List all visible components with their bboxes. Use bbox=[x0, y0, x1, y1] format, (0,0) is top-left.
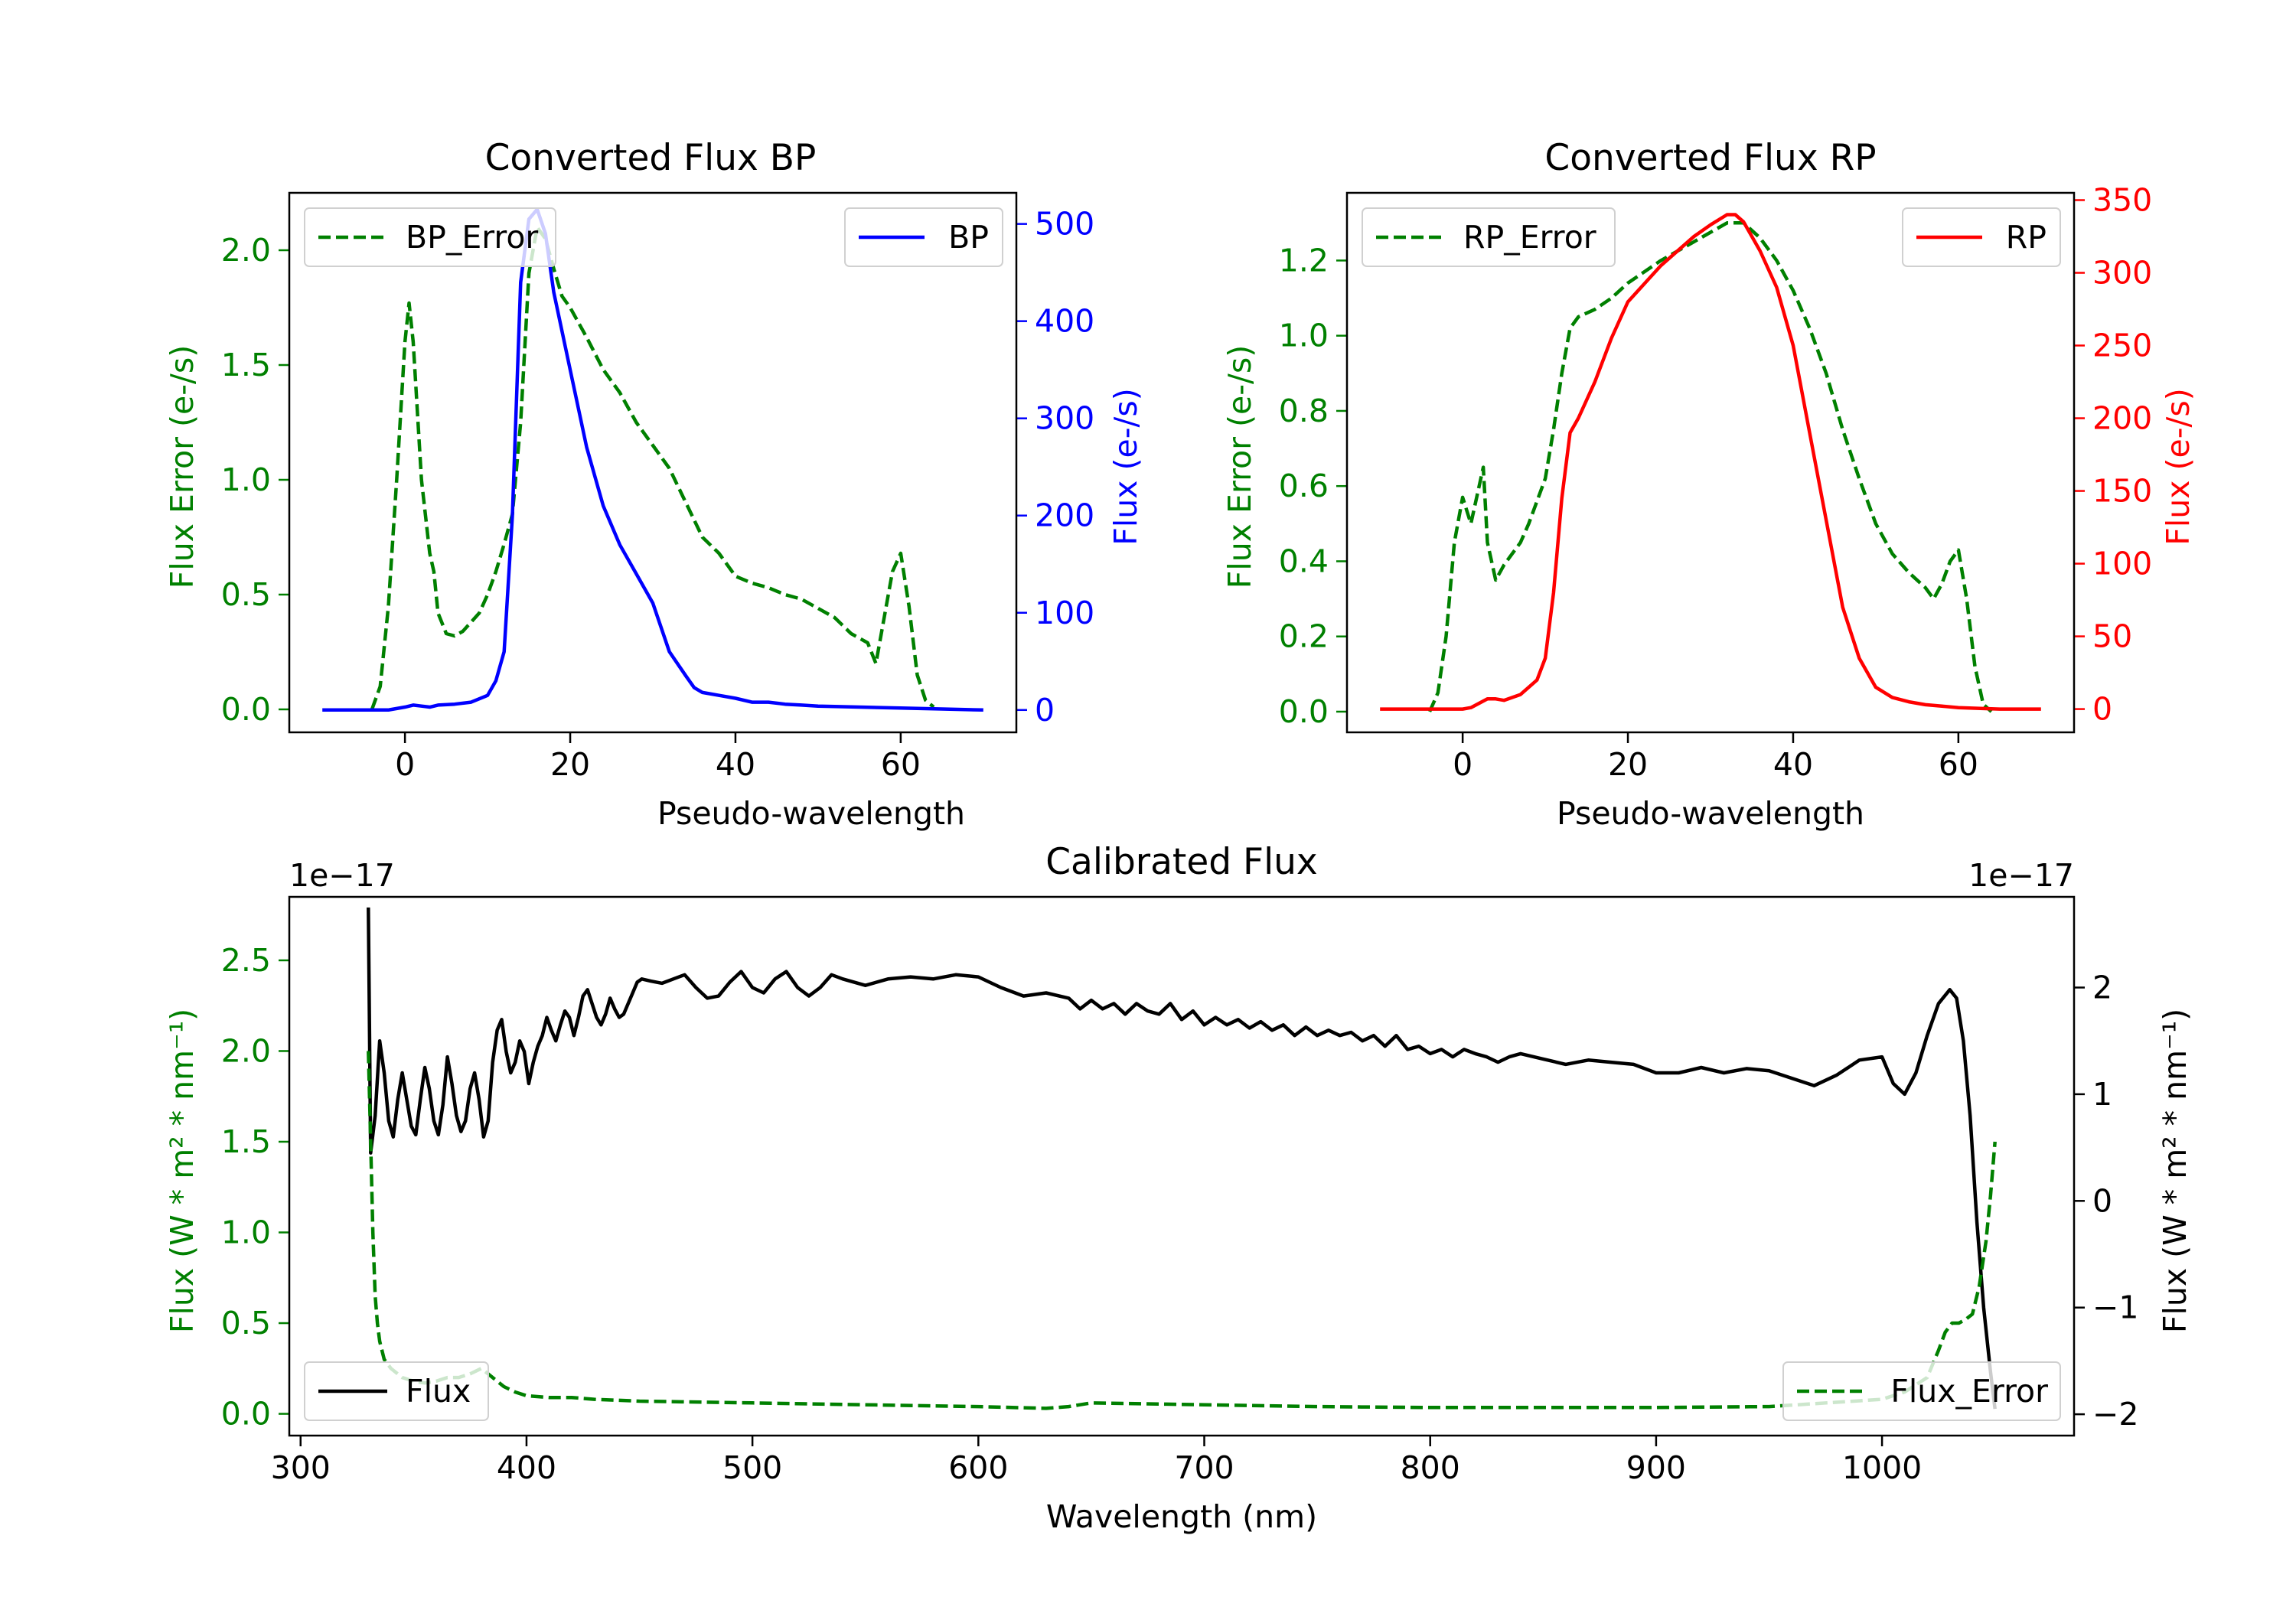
calibrated-panel: Calibrated Flux Wavelength (nm) 1e−17 1e… bbox=[164, 841, 2193, 1535]
left-y-axis-label: Flux Error (e-/s) bbox=[1221, 345, 1258, 588]
x-axis-label: Wavelength (nm) bbox=[1046, 1498, 1317, 1535]
right-y-tick-label: 50 bbox=[2092, 618, 2132, 655]
right-y-tick-label: 300 bbox=[1035, 400, 1094, 437]
legend-box bbox=[304, 207, 556, 267]
left-y-tick-label: 1.0 bbox=[221, 1214, 271, 1251]
left-y-tick-label: 0.8 bbox=[1279, 393, 1329, 429]
right-y-tick-label: 100 bbox=[1035, 595, 1094, 631]
right-y-tick-label: 400 bbox=[1035, 303, 1094, 340]
left-y-tick-label: 2.5 bbox=[221, 942, 271, 979]
x-tick-label: 40 bbox=[716, 746, 755, 783]
left-y-tick-label: 1.5 bbox=[221, 347, 271, 383]
x-tick-label: 60 bbox=[1939, 746, 1978, 783]
panel-title: Calibrated Flux bbox=[1045, 841, 1318, 883]
right-y-tick-label: 1 bbox=[2092, 1076, 2112, 1113]
right-y-tick-label: 350 bbox=[2092, 182, 2152, 219]
series-line-rp-error bbox=[1427, 221, 1993, 713]
right-y-tick-label: 0 bbox=[2092, 1182, 2112, 1219]
left-y-tick-label: 2.0 bbox=[221, 232, 271, 269]
right-y-tick-label: 200 bbox=[2092, 400, 2152, 437]
plot-frame bbox=[288, 191, 1018, 734]
left-y-tick-label: 1.5 bbox=[221, 1123, 271, 1160]
legend-left: BP_Error bbox=[304, 207, 556, 267]
left-y-tick-label: 0.0 bbox=[221, 691, 271, 728]
plot-frame bbox=[288, 895, 2076, 1437]
left-y-tick-label: 0.2 bbox=[1279, 618, 1329, 655]
x-tick-label: 300 bbox=[271, 1449, 331, 1486]
legend-box bbox=[1362, 207, 1616, 267]
x-axis-label: Pseudo-wavelength bbox=[657, 795, 965, 832]
left-y-tick-label: 0.0 bbox=[1279, 693, 1329, 730]
right-y-tick-label: −1 bbox=[2092, 1289, 2138, 1326]
legend-right: Flux_Error bbox=[1782, 1361, 2061, 1421]
x-tick-label: 500 bbox=[722, 1449, 782, 1486]
left-y-tick-label: 0.5 bbox=[221, 576, 271, 613]
legend-left: Flux bbox=[304, 1361, 489, 1421]
legend-label-flux-error: Flux_Error bbox=[1890, 1373, 2048, 1410]
right-offset-label: 1e−17 bbox=[1968, 857, 2074, 894]
x-tick-label: 0 bbox=[395, 746, 415, 783]
right-y-tick-label: 2 bbox=[2092, 969, 2112, 1006]
left-y-tick-label: 1.0 bbox=[1279, 318, 1329, 354]
right-y-axis-label: Flux (e-/s) bbox=[1107, 388, 1144, 545]
legend-left: RP_Error bbox=[1362, 207, 1616, 267]
left-y-tick-label: 0.0 bbox=[221, 1396, 271, 1433]
panel-title: Converted Flux RP bbox=[1544, 137, 1876, 179]
left-y-tick-label: 0.4 bbox=[1279, 543, 1329, 579]
legend-label-rp: RP bbox=[2006, 219, 2047, 256]
x-tick-label: 20 bbox=[550, 746, 590, 783]
right-y-axis-label: Flux (W * m² * nm⁻¹) bbox=[2157, 1009, 2193, 1333]
right-y-axis-label: Flux (e-/s) bbox=[2160, 388, 2197, 545]
left-y-tick-label: 2.0 bbox=[221, 1032, 271, 1069]
series-line-bp-error bbox=[370, 225, 935, 710]
left-y-tick-label: 0.5 bbox=[221, 1305, 271, 1341]
x-tick-label: 1000 bbox=[1842, 1449, 1922, 1486]
plot-frame bbox=[1345, 191, 2076, 734]
x-tick-label: 40 bbox=[1773, 746, 1813, 783]
legend-label-bp-error: BP_Error bbox=[406, 219, 538, 256]
series-line-bp bbox=[322, 207, 983, 712]
right-y-tick-label: 200 bbox=[1035, 497, 1094, 534]
right-y-tick-label: 100 bbox=[2092, 546, 2152, 582]
right-y-tick-label: 0 bbox=[1035, 692, 1055, 729]
legend-right: BP bbox=[844, 207, 1003, 267]
right-y-tick-label: 150 bbox=[2092, 473, 2152, 510]
right-y-tick-label: 250 bbox=[2092, 328, 2152, 364]
left-y-axis-label: Flux Error (e-/s) bbox=[164, 345, 201, 588]
legend-box bbox=[1782, 1361, 2061, 1421]
panel-title: Converted Flux BP bbox=[485, 137, 817, 179]
x-tick-label: 0 bbox=[1453, 746, 1473, 783]
x-tick-label: 800 bbox=[1401, 1449, 1460, 1486]
legend-box bbox=[304, 1361, 489, 1421]
legend-label-flux: Flux bbox=[406, 1373, 471, 1410]
series-line-flux bbox=[367, 907, 1997, 1410]
x-tick-label: 60 bbox=[881, 746, 921, 783]
rp-panel: Converted Flux RP Pseudo-wavelength Flux… bbox=[1221, 137, 2197, 832]
left-y-tick-label: 1.0 bbox=[221, 461, 271, 498]
legend-label-bp: BP bbox=[948, 219, 989, 256]
left-y-axis-label: Flux (W * m² * nm⁻¹) bbox=[164, 1009, 201, 1333]
right-y-tick-label: 0 bbox=[2092, 691, 2112, 728]
right-y-tick-label: 300 bbox=[2092, 255, 2152, 292]
legend-right: RP bbox=[1902, 207, 2061, 267]
bp-panel: Converted Flux BP Pseudo-wavelength Flux… bbox=[164, 137, 1144, 832]
legend-label-rp-error: RP_Error bbox=[1463, 219, 1596, 256]
x-tick-label: 600 bbox=[948, 1449, 1008, 1486]
x-tick-label: 400 bbox=[497, 1449, 556, 1486]
x-tick-label: 900 bbox=[1626, 1449, 1686, 1486]
left-offset-label: 1e−17 bbox=[289, 857, 395, 894]
left-y-tick-label: 0.6 bbox=[1279, 468, 1329, 504]
right-y-tick-label: 500 bbox=[1035, 206, 1094, 243]
series-line-rp bbox=[1380, 213, 2041, 711]
x-tick-label: 700 bbox=[1174, 1449, 1234, 1486]
x-axis-label: Pseudo-wavelength bbox=[1557, 795, 1864, 832]
right-y-tick-label: −2 bbox=[2092, 1396, 2138, 1433]
left-y-tick-label: 1.2 bbox=[1279, 242, 1329, 279]
x-tick-label: 20 bbox=[1608, 746, 1648, 783]
